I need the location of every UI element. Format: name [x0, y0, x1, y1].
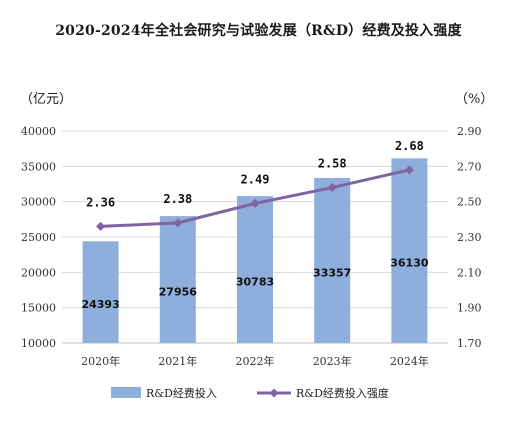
y-right-tick-label: 2.70 [457, 160, 482, 173]
y-left-tick-label: 40000 [21, 125, 56, 138]
line-value-label: 2.49 [241, 172, 270, 186]
bar [82, 241, 119, 343]
bar-value-label: 24393 [81, 298, 119, 311]
line-value-label: 2.58 [318, 157, 347, 171]
line-value-label: 2.68 [395, 139, 424, 153]
x-tick-label: 2024年 [390, 354, 429, 368]
y-left-tick-label: 25000 [21, 231, 56, 244]
right-axis-unit: （%） [455, 92, 494, 107]
bar-value-label: 30783 [236, 276, 274, 289]
bar [391, 158, 428, 343]
legend-bar-swatch [111, 387, 141, 398]
y-left-tick-label: 20000 [21, 266, 56, 279]
bar [159, 216, 196, 343]
legend-line-label: R&D经费投入强度 [296, 386, 389, 400]
x-tick-label: 2023年 [313, 354, 352, 368]
bar-series: 24393 27956 30783 33357 36130 [81, 158, 429, 343]
y-right-tick-label: 2.50 [457, 196, 482, 209]
y-right-tick-label: 1.70 [457, 337, 482, 350]
bar [314, 177, 351, 343]
y-left-tick-label: 15000 [21, 302, 56, 315]
line-point [327, 183, 337, 193]
legend-bar-label: R&D经费投入 [146, 386, 217, 400]
legend-line-marker [269, 388, 279, 398]
chart-title: 2020-2024年全社会研究与试验发展（R&D）经费及投入强度 [55, 23, 462, 39]
bar-value-label: 27956 [159, 286, 198, 299]
line-point [173, 218, 183, 228]
y-left-tick-label: 10000 [21, 337, 56, 350]
axes: 10000 15000 20000 25000 30000 35000 40000 1.70 1… [21, 125, 482, 368]
line-point [96, 221, 106, 231]
y-right-tick-label: 2.10 [457, 266, 482, 279]
y-left-tick-label: 30000 [21, 196, 56, 209]
line-point [250, 198, 260, 208]
x-tick-label: 2020年 [81, 354, 120, 368]
x-tick-label: 2022年 [236, 354, 275, 368]
line-series: 2.36 2.38 2.49 2.58 2.68 [86, 139, 424, 231]
left-axis-unit: （亿元） [20, 92, 73, 107]
y-right-tick-label: 2.30 [457, 231, 482, 244]
y-right-tick-label: 2.90 [457, 125, 482, 138]
bar-value-label: 33357 [313, 266, 351, 279]
bar [237, 196, 273, 343]
bar-value-label: 36130 [390, 257, 429, 270]
line-value-label: 2.38 [163, 192, 192, 206]
y-left-tick-label: 35000 [21, 160, 56, 173]
line-value-label: 2.36 [86, 195, 115, 209]
legend: R&D经费投入 R&D经费投入强度 [111, 386, 389, 400]
y-right-tick-label: 1.90 [457, 302, 482, 315]
x-tick-label: 2021年 [158, 354, 197, 368]
line-point [404, 165, 414, 175]
